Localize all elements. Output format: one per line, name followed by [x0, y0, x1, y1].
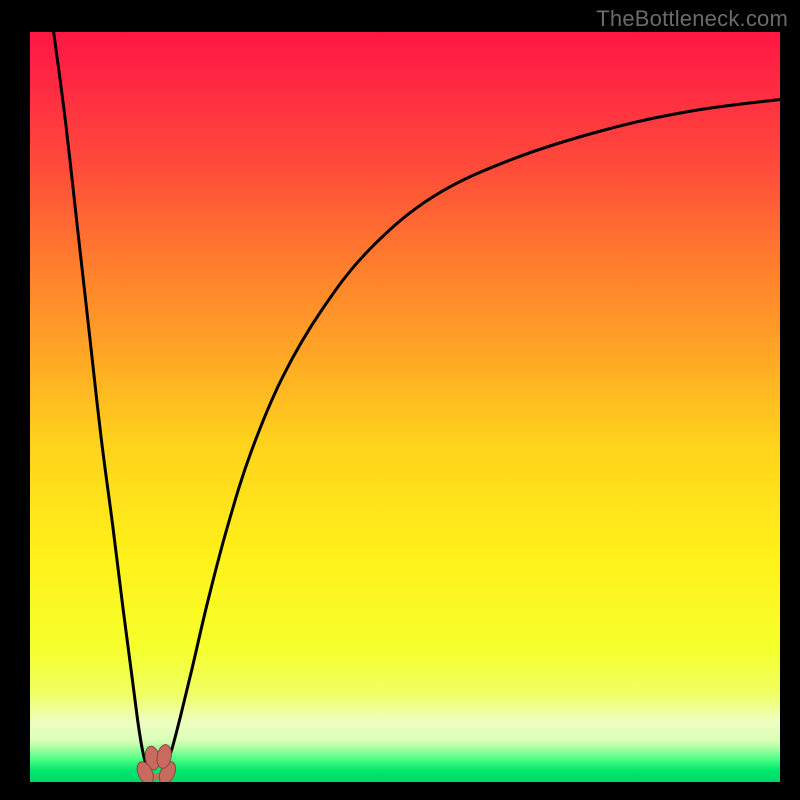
watermark-text: TheBottleneck.com [596, 6, 788, 32]
curve-right [160, 100, 780, 775]
curve-left [54, 32, 153, 775]
chart-curves [30, 32, 780, 782]
chart-plot-area [30, 32, 780, 782]
